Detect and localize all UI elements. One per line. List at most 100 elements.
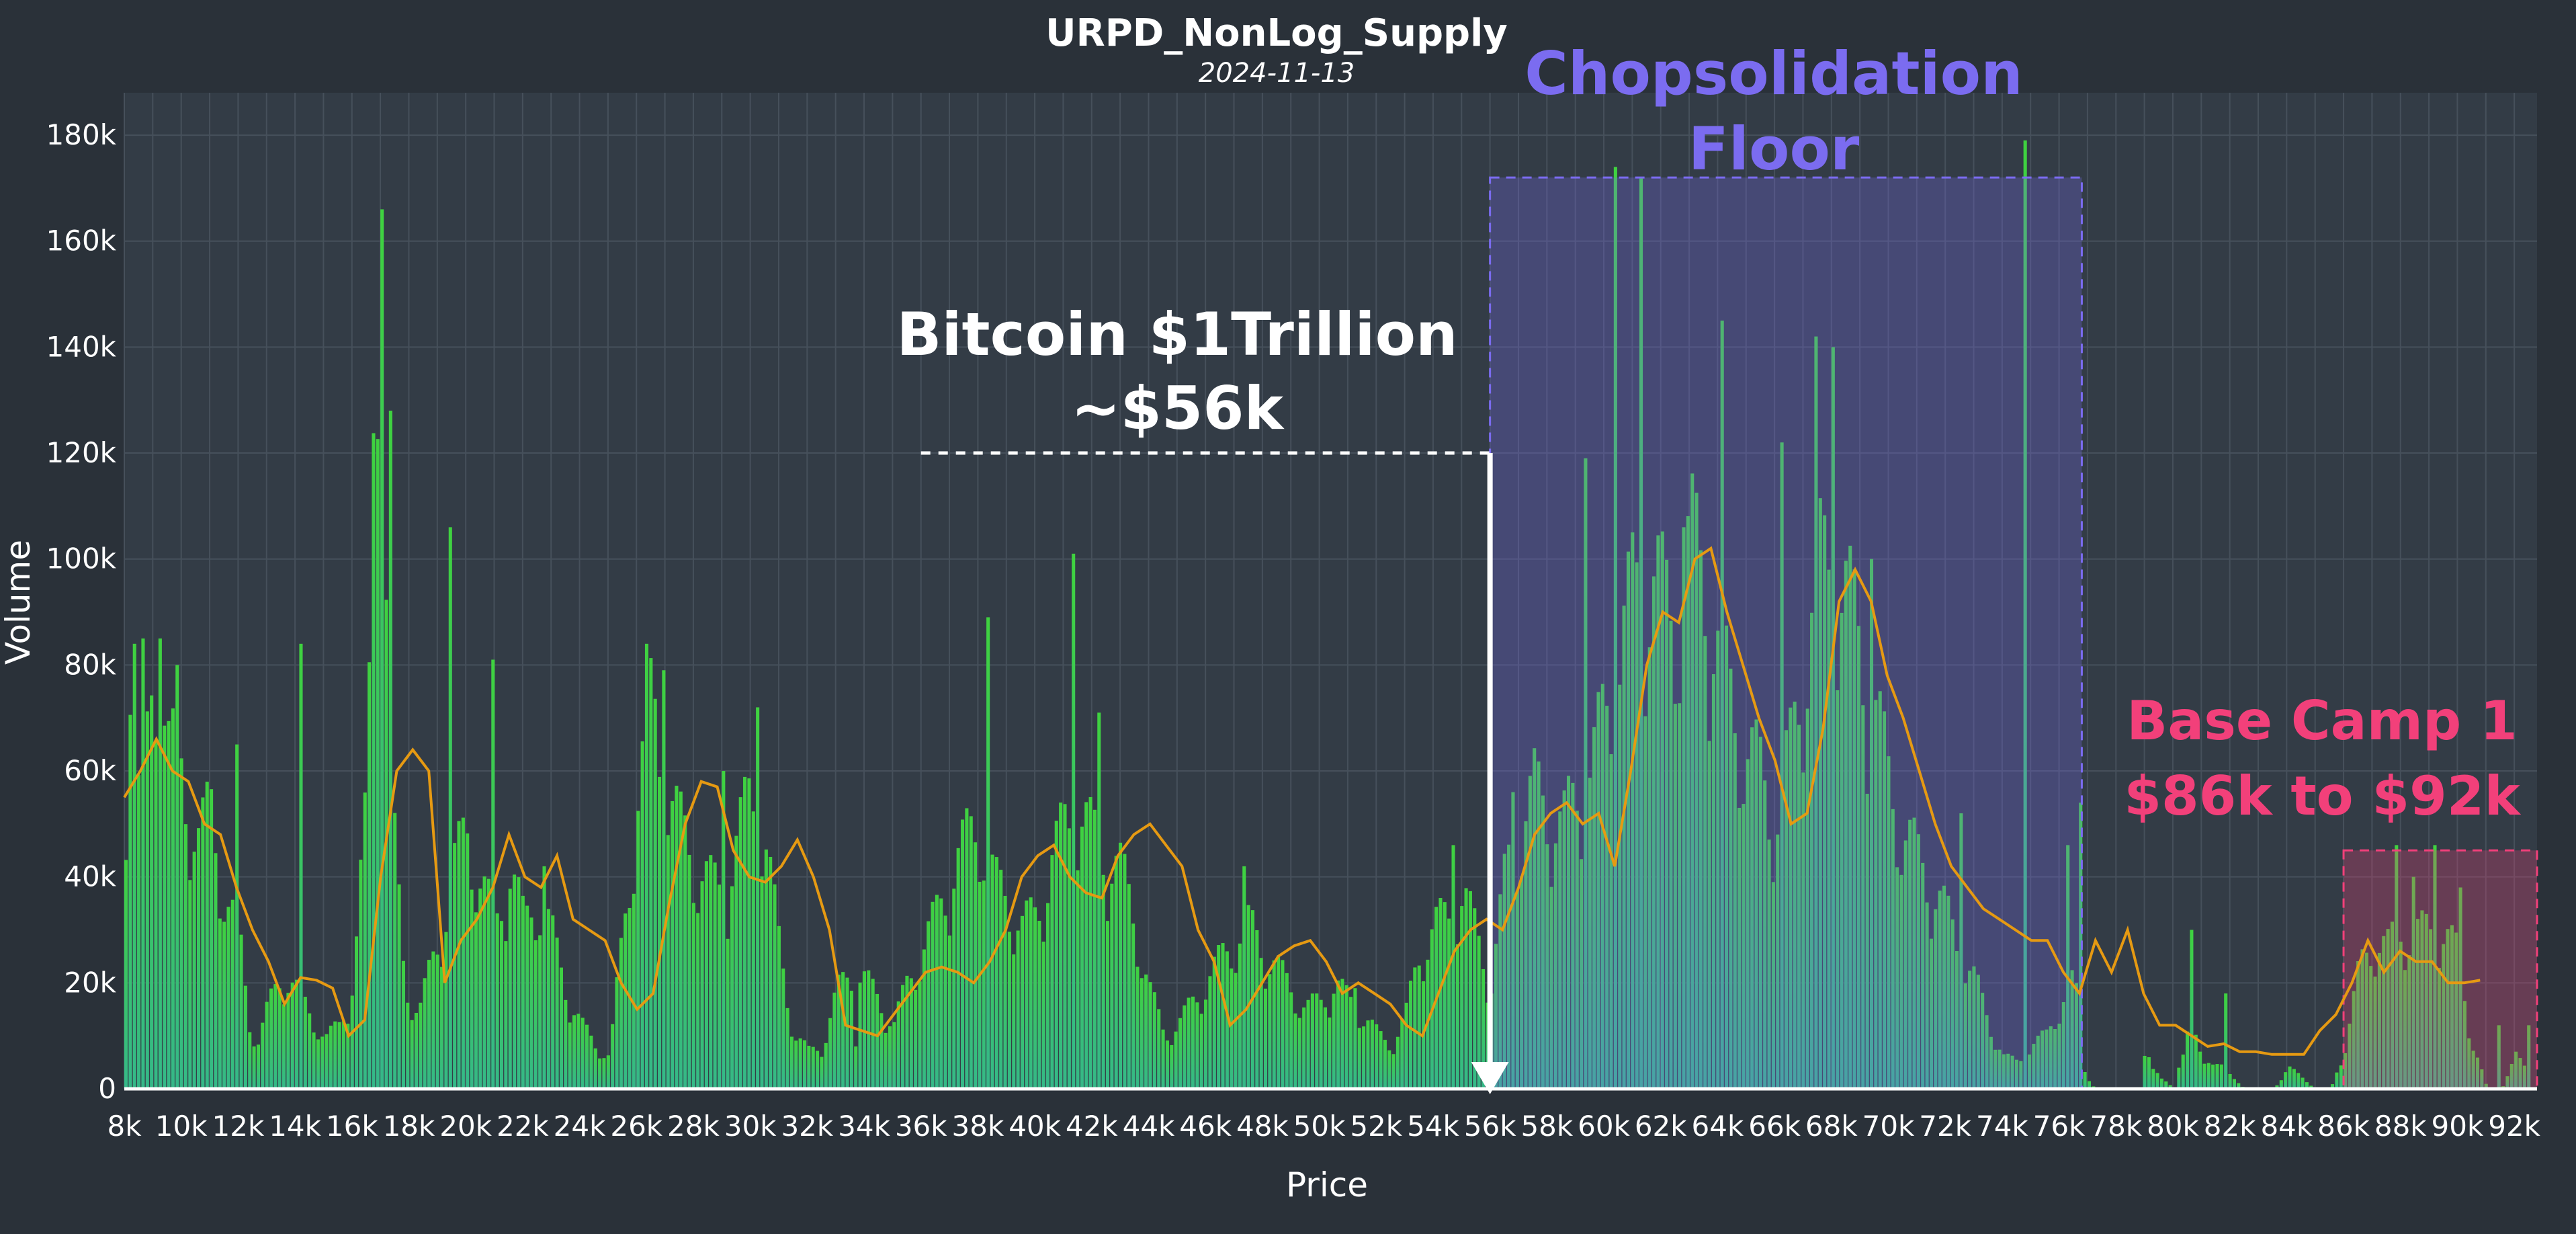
bar — [1618, 684, 1622, 1089]
bar — [401, 960, 405, 1089]
bar — [2484, 1083, 2488, 1089]
bar — [581, 1018, 585, 1089]
bar — [653, 698, 657, 1089]
bar — [875, 993, 879, 1089]
bar — [448, 527, 452, 1089]
bar — [845, 977, 849, 1089]
annotation-chopsolidation: Chopsolidation — [1525, 39, 2023, 108]
bar — [137, 775, 141, 1089]
bar — [1161, 1029, 1165, 1089]
bar — [1776, 834, 1780, 1089]
bar — [2420, 910, 2424, 1089]
bar — [611, 1024, 615, 1089]
bar — [589, 1035, 593, 1089]
bar — [816, 1051, 820, 1089]
bar — [179, 758, 183, 1089]
bar — [738, 797, 742, 1089]
bar — [802, 1040, 807, 1089]
bar — [286, 993, 290, 1089]
bar — [192, 852, 196, 1089]
bar — [2049, 1026, 2053, 1089]
bar — [1972, 966, 1976, 1089]
bar — [1767, 839, 1771, 1089]
bar — [1998, 1049, 2002, 1089]
bar — [188, 880, 192, 1089]
bar — [777, 926, 781, 1089]
bar — [598, 1058, 602, 1089]
bar — [2339, 1065, 2343, 1089]
bar — [1494, 944, 1498, 1089]
x-tick-label: 40k — [1008, 1110, 1061, 1143]
bar — [1840, 612, 1844, 1089]
bar — [2360, 949, 2364, 1089]
bar — [602, 1058, 606, 1089]
bar — [1289, 992, 1293, 1089]
bar — [525, 905, 529, 1089]
x-axis-title: Price — [1286, 1165, 1368, 1204]
bar — [1029, 897, 1033, 1089]
bar — [1934, 909, 1938, 1089]
x-tick-label: 8k — [107, 1110, 142, 1143]
bar — [2202, 1063, 2206, 1089]
bar — [132, 643, 136, 1089]
bar — [1242, 866, 1246, 1089]
bar — [564, 999, 568, 1089]
bar — [982, 880, 986, 1089]
bar — [2288, 1066, 2292, 1089]
bar — [239, 934, 243, 1089]
bar — [1541, 795, 1545, 1089]
bar — [521, 895, 525, 1089]
bar — [666, 835, 670, 1089]
bar — [1025, 900, 1029, 1089]
bar — [2390, 921, 2394, 1089]
bar — [499, 921, 504, 1089]
bar — [529, 917, 533, 1089]
bar — [1246, 905, 1250, 1089]
bar — [696, 913, 700, 1089]
bar — [700, 881, 704, 1089]
bar — [1878, 691, 1882, 1089]
bar — [1157, 1009, 1161, 1089]
bar — [1302, 1007, 1306, 1089]
bar — [1626, 551, 1630, 1089]
bar — [943, 915, 947, 1089]
bar — [1110, 883, 1114, 1089]
bar — [2168, 1085, 2172, 1089]
bar — [1571, 782, 1575, 1089]
bar — [290, 982, 294, 1089]
bar — [1976, 975, 1980, 1089]
bar — [1084, 802, 1088, 1089]
bar — [1174, 1031, 1178, 1089]
bar — [397, 884, 401, 1089]
x-tick-labels: 8k 10k 12k 14k 16k 18k 20k 22k 24k 26k 28k 30k 32k 34… — [107, 1110, 2540, 1143]
bar — [2053, 1029, 2057, 1089]
bar — [747, 778, 751, 1089]
bar — [2070, 970, 2074, 1089]
x-tick-label: 86k — [2317, 1110, 2370, 1143]
bar — [1955, 951, 1959, 1089]
bar — [789, 1036, 793, 1089]
bar — [2373, 976, 2377, 1089]
bar — [974, 842, 978, 1089]
bar — [1895, 867, 1899, 1089]
bar — [1460, 906, 1464, 1089]
bar — [888, 1026, 892, 1089]
bar — [1925, 902, 1929, 1089]
bar — [1916, 834, 1920, 1089]
bar — [1183, 1005, 1187, 1089]
bar — [999, 870, 1003, 1089]
bar — [1208, 976, 1212, 1089]
bar — [1076, 870, 1080, 1089]
bar — [2514, 1051, 2518, 1089]
bar — [372, 433, 376, 1089]
bar — [781, 969, 785, 1089]
bar — [145, 711, 149, 1089]
bar — [1528, 776, 1532, 1089]
bar — [1596, 692, 1600, 1089]
bar — [1814, 336, 1818, 1089]
bar — [1780, 442, 1784, 1089]
bar — [1187, 997, 1191, 1089]
bar — [1387, 1050, 1391, 1089]
bar — [1797, 725, 1801, 1089]
